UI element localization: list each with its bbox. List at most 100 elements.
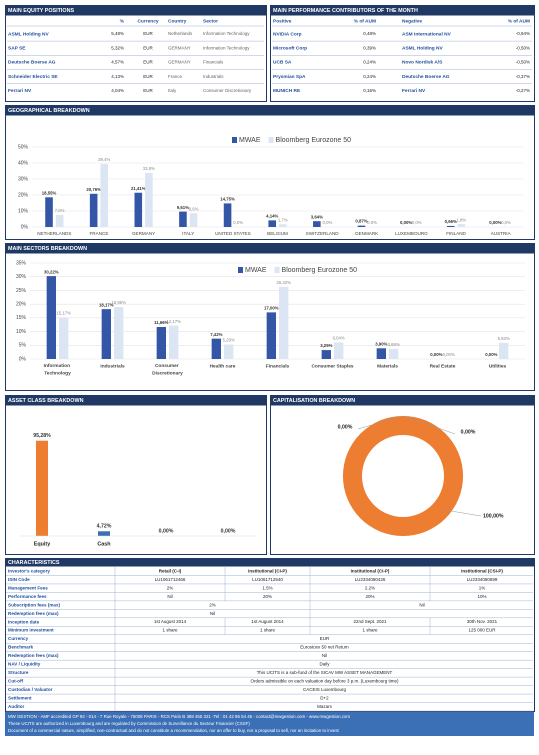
bar	[211, 338, 221, 359]
cell: 1 share	[362, 628, 378, 633]
cell: EUR	[320, 636, 330, 641]
panel-title: ASSET CLASS BREAKDOWN	[8, 398, 84, 404]
bar	[55, 214, 64, 227]
bar	[179, 211, 187, 227]
position-cell: Information Technology	[203, 45, 250, 50]
x-tick-label: Cash	[97, 541, 110, 547]
panel-header	[270, 5, 535, 16]
position-cell: Financials	[203, 60, 224, 65]
contribution: 0,24%	[363, 74, 376, 79]
position-cell: Italy	[168, 88, 177, 93]
legend-label: Bloomberg Eurozone 50	[282, 267, 358, 274]
x-tick-label: FINLAND	[446, 231, 466, 236]
legend-label: Bloomberg Eurozone 50	[276, 137, 352, 144]
bar	[98, 531, 110, 536]
cell: 125 000 EUR	[468, 628, 496, 633]
value-label: 0,00%	[159, 528, 174, 534]
y-tick-label: 10%	[16, 329, 27, 335]
legend-swatch	[274, 267, 280, 273]
panel-header	[5, 558, 535, 567]
legend-swatch	[232, 137, 237, 143]
row-label: Currency	[8, 636, 29, 641]
value-label: 95,28%	[33, 433, 51, 439]
value-label: 20,76%	[86, 187, 101, 192]
row-label: Investor's category	[8, 568, 50, 573]
value-label: 5,93%	[498, 336, 510, 341]
cell: Mazars	[317, 704, 333, 709]
panel-title: CAPITALISATION BREAKDOWN	[273, 398, 355, 404]
panel-header	[5, 243, 535, 254]
bar	[266, 312, 276, 359]
position-name: SAP SE	[8, 45, 26, 51]
cell: LU1061712466	[155, 577, 186, 582]
y-tick-label: 10%	[18, 208, 29, 214]
contributor-name: ASML Holding NV	[402, 45, 443, 51]
y-tick-label: 5%	[19, 343, 27, 349]
y-tick-label: 35%	[16, 260, 27, 266]
cell: Nil	[210, 611, 215, 616]
value-label: 3,68%	[388, 342, 400, 347]
cell: Eurostoxx 50 net Return	[300, 645, 349, 650]
cell: Nil	[167, 594, 172, 599]
cell: 1 share	[260, 628, 276, 633]
bar	[268, 220, 276, 227]
legend-swatch	[268, 137, 274, 143]
x-tick-label: SWITZERLAND	[306, 231, 340, 236]
bar	[357, 225, 366, 227]
bar	[376, 348, 386, 359]
bar	[100, 163, 109, 227]
cell: LU1061712540	[252, 577, 283, 582]
bar	[114, 307, 124, 359]
value-label: 7,42%	[210, 332, 222, 337]
position-cell: Industrials	[203, 74, 224, 79]
x-tick-label: Industrials	[100, 363, 125, 369]
row-label: Redemption fees (max)	[8, 611, 59, 616]
value-label: 17,00%	[264, 306, 279, 311]
bar	[389, 348, 399, 359]
panel-header	[270, 395, 535, 406]
column-header: Positive	[273, 18, 292, 24]
value-label: 1,8%	[456, 217, 466, 222]
cell: 30th Nov. 2021	[467, 619, 498, 624]
cell: 22nd Sept. 2021	[353, 619, 387, 624]
value-label: 0,0%	[412, 220, 422, 225]
contributor-name: Ferrari NV	[402, 88, 426, 94]
x-tick-label: Financials	[266, 363, 290, 369]
value-label: 0,0%	[367, 220, 377, 225]
cell: Nil	[322, 653, 327, 658]
value-label: 7,6%	[55, 208, 65, 213]
value-label: 18,17%	[99, 302, 114, 307]
bar	[279, 224, 287, 227]
value-label: 8,6%	[189, 206, 199, 211]
footer-line: These UCITS are authorized in Luxembourg…	[8, 721, 250, 726]
leader-line	[357, 415, 404, 430]
bar	[89, 193, 98, 227]
panel	[270, 5, 535, 102]
x-tick-label: Consumer Staples	[311, 363, 353, 369]
cell: Institutional (CI-P)	[248, 568, 287, 573]
row-label: Custodian / Valuator	[8, 687, 53, 692]
y-tick-label: 40%	[18, 160, 29, 166]
cell: 20%	[365, 594, 374, 599]
y-tick-label: 0%	[21, 224, 29, 230]
bar	[101, 309, 111, 359]
y-tick-label: 30%	[16, 274, 27, 280]
row-label: Inception date	[8, 619, 40, 624]
contribution: -0,37%	[516, 74, 530, 79]
cell: LU2334080426	[355, 577, 386, 582]
position-cell: 4,13%	[111, 74, 124, 79]
column-header: Sector	[203, 18, 218, 24]
column-header: Currency	[137, 18, 158, 24]
donut-slice	[342, 415, 464, 536]
contributor-name: MUNICH RE	[273, 88, 301, 94]
position-cell: 4,04%	[111, 88, 124, 93]
contributor-name: Prysmian SpA	[273, 74, 306, 80]
column-header: Country	[168, 18, 187, 24]
bar	[334, 342, 344, 359]
contribution: 0,39%	[363, 45, 376, 50]
value-label: 9,61%	[177, 205, 189, 210]
row-label: Performance fees	[8, 594, 47, 599]
position-cell: France	[168, 74, 183, 79]
y-tick-label: 30%	[18, 176, 29, 182]
